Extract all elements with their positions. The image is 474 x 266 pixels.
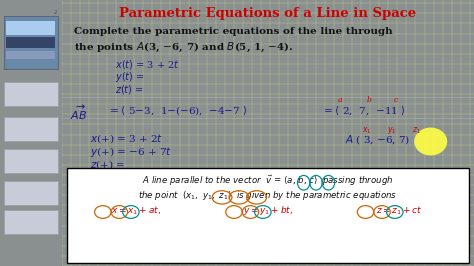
Text: $x$(+) = 3 + 2$t$: $x$(+) = 3 + 2$t$ xyxy=(91,132,164,145)
FancyBboxPatch shape xyxy=(66,168,469,263)
Text: $z = z_1 + ct$: $z = z_1 + ct$ xyxy=(376,204,423,217)
Text: $\it{the\ point}$  $(x_1,\ y_1,\ z_1)$  $\it{is\ given\ by\ the\ parametric\ equ: $\it{the\ point}$ $(x_1,\ y_1,\ z_1)$ $\… xyxy=(138,189,397,202)
Text: $A$ ( 3, $-$6, 7): $A$ ( 3, $-$6, 7) xyxy=(346,133,410,146)
Ellipse shape xyxy=(414,128,447,155)
FancyBboxPatch shape xyxy=(4,149,58,173)
Text: $y$(+) = $-$6 + 7$t$: $y$(+) = $-$6 + 7$t$ xyxy=(91,145,173,159)
FancyBboxPatch shape xyxy=(4,82,58,106)
Bar xyxy=(6,51,55,59)
Text: the points $\mathit{A}$(3, $-$6, 7) and $\mathit{B}$(5, 1, $-$4).: the points $\mathit{A}$(3, $-$6, 7) and … xyxy=(74,41,293,54)
Text: $y_1$: $y_1$ xyxy=(387,125,396,136)
Text: $x_1$: $x_1$ xyxy=(362,125,372,135)
Text: Parametric Equations of a Line in Space: Parametric Equations of a Line in Space xyxy=(119,7,416,20)
Text: $y = y_1 + bt,$: $y = y_1 + bt,$ xyxy=(243,204,293,217)
Text: a: a xyxy=(338,96,342,104)
FancyBboxPatch shape xyxy=(4,181,58,205)
Bar xyxy=(6,21,55,35)
Text: b: b xyxy=(366,96,371,104)
Text: $\it{A\ line\ parallel\ to\ the\ vector}$  $\vec{v}$ = $\langle$$a$, $b$, $c$$\r: $\it{A\ line\ parallel\ to\ the\ vector}… xyxy=(142,174,393,188)
FancyBboxPatch shape xyxy=(4,16,58,69)
Text: $y(t)$ =: $y(t)$ = xyxy=(115,70,145,85)
Text: Complete the parametric equations of the line through: Complete the parametric equations of the… xyxy=(74,27,392,36)
FancyBboxPatch shape xyxy=(4,210,58,234)
Text: $x = x_1 + at,$: $x = x_1 + at,$ xyxy=(111,204,161,217)
Text: $z$(+) =: $z$(+) = xyxy=(91,158,126,171)
Text: $\overrightarrow{AB}$: $\overrightarrow{AB}$ xyxy=(70,104,87,122)
Text: $z(t)$ =: $z(t)$ = xyxy=(115,83,144,96)
Text: $x(t)$ = 3 + 2$t$: $x(t)$ = 3 + 2$t$ xyxy=(115,58,180,71)
Text: c: c xyxy=(393,96,398,104)
Text: = $\langle$ 2,  7,  $-$11 $\rangle$: = $\langle$ 2, 7, $-$11 $\rangle$ xyxy=(323,104,406,117)
Text: $z_1$: $z_1$ xyxy=(412,125,421,135)
Bar xyxy=(6,37,55,48)
Text: 2: 2 xyxy=(53,10,57,15)
Text: = $\langle$ 5$-$3,  1$-$($-$6),  $-$4$-$7 $\rangle$: = $\langle$ 5$-$3, 1$-$($-$6), $-$4$-$7 … xyxy=(109,104,248,117)
FancyBboxPatch shape xyxy=(4,117,58,141)
